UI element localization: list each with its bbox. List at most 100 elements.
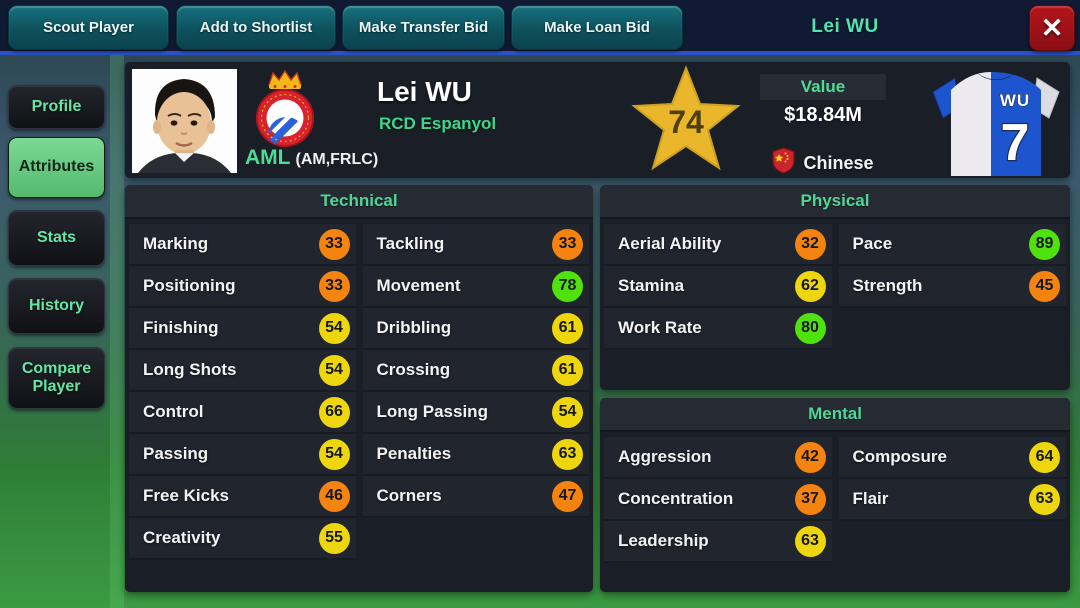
scout-player-button[interactable]: Scout Player: [8, 5, 169, 50]
value-label: Value: [760, 74, 886, 100]
sidebar-item-stats[interactable]: Stats: [8, 210, 105, 266]
attribute-value-badge: 63: [552, 438, 583, 470]
attribute-row: Aerial Ability 32: [604, 224, 832, 266]
club-crest-icon: [251, 68, 319, 148]
attribute-value-badge: 61: [552, 312, 583, 344]
attribute-value-badge: 89: [1029, 228, 1060, 260]
shirt-icon: WU 7: [925, 64, 1067, 178]
sidebar-item-attributes[interactable]: Attributes: [8, 137, 105, 198]
section-header-mental: Mental: [600, 398, 1070, 432]
make-loan-bid-button[interactable]: Make Loan Bid: [511, 5, 683, 50]
make-transfer-bid-button[interactable]: Make Transfer Bid: [342, 5, 505, 50]
attribute-value-badge: 61: [552, 354, 583, 386]
attribute-value-badge: 80: [794, 312, 826, 344]
attribute-label: Marking: [143, 234, 209, 253]
attribute-row: Creativity 55: [129, 518, 356, 560]
attribute-row: Strength 45: [838, 266, 1066, 308]
attribute-row: Control 66: [129, 392, 356, 434]
attribute-row: Marking 33: [129, 224, 356, 266]
close-icon: ✕: [1040, 12, 1064, 43]
attribute-label: Dribbling: [376, 318, 452, 337]
star-rating-icon: 74: [630, 64, 742, 176]
nationality-flag-icon: [772, 147, 796, 178]
sidebar-item-compare-player[interactable]: Compare Player: [8, 347, 105, 409]
attribute-label: Corners: [376, 486, 442, 505]
attribute-value-badge: 42: [794, 441, 826, 473]
attribute-label: Pace: [852, 234, 893, 253]
attribute-row: Pace 89: [838, 224, 1066, 266]
physical-right-column: Pace 89 Strength 45: [838, 224, 1066, 350]
top-bar: Scout Player Add to Shortlist Make Trans…: [0, 0, 1080, 55]
value-box: Value $18.84M: [760, 74, 886, 127]
attribute-label: Positioning: [143, 276, 236, 295]
attribute-value-badge: 32: [794, 228, 826, 260]
attribute-value-badge: 78: [552, 270, 583, 302]
attribute-row: Passing 54: [129, 434, 356, 476]
attribute-value-badge: 54: [552, 396, 583, 428]
close-button[interactable]: ✕: [1029, 5, 1075, 51]
attribute-value-badge: 66: [318, 396, 350, 428]
sidebar-item-profile[interactable]: Profile: [8, 85, 105, 129]
attribute-row: Composure 64: [838, 437, 1066, 479]
mental-left-column: Aggression 42 Concentration 37 Leadership 63: [604, 437, 832, 563]
attribute-value-badge: 64: [1029, 441, 1060, 473]
technical-left-column: Marking 33 Positioning 33 Finishing 54 Long Sh…: [129, 224, 356, 560]
attribute-label: Movement: [376, 276, 461, 295]
section-header-physical: Physical: [600, 185, 1070, 219]
player-club: RCD Espanyol: [379, 114, 497, 133]
physical-left-column: Aerial Ability 32 Stamina 62 Work Rate 80: [604, 224, 832, 350]
technical-section: Technical Marking 33 Positioning 33 Finishin…: [125, 185, 593, 592]
attribute-value-badge: 63: [794, 525, 826, 557]
attribute-row: Dribbling 61: [362, 308, 589, 350]
attribute-row: Flair 63: [838, 479, 1066, 521]
attribute-label: Long Shots: [143, 360, 237, 379]
position-code: AML: [245, 146, 291, 169]
player-position: AML (AM,FRLC): [245, 146, 378, 170]
attribute-value-badge: 54: [318, 354, 350, 386]
attribute-row: Crossing 61: [362, 350, 589, 392]
attribute-label: Strength: [852, 276, 923, 295]
attribute-value-badge: 54: [318, 312, 350, 344]
attribute-label: Creativity: [143, 528, 221, 547]
attribute-label: Passing: [143, 444, 209, 463]
attribute-row: Free Kicks 46: [129, 476, 356, 518]
attribute-row: Penalties 63: [362, 434, 589, 476]
technical-right-column: Tackling 33 Movement 78 Dribbling 61 Crossing 6…: [362, 224, 589, 560]
attribute-row: Aggression 42: [604, 437, 832, 479]
attribute-value-badge: 33: [318, 228, 350, 260]
attribute-value-badge: 46: [318, 480, 350, 512]
attribute-row: Stamina 62: [604, 266, 832, 308]
attribute-label: Leadership: [618, 531, 709, 550]
physical-section: Physical Aerial Ability 32 Stamina 62 Work R…: [600, 185, 1070, 390]
attribute-row: Movement 78: [362, 266, 589, 308]
value-amount: $18.84M: [784, 104, 862, 126]
window-title: Lei WU: [811, 16, 879, 37]
attribute-value-badge: 63: [1029, 483, 1060, 515]
attribute-label: Penalties: [376, 444, 452, 463]
shirt-number: 7: [1001, 114, 1030, 172]
attribute-value-badge: 45: [1029, 270, 1060, 302]
attribute-label: Crossing: [376, 360, 451, 379]
attribute-value-badge: 62: [794, 270, 826, 302]
player-rating: 74: [668, 104, 704, 140]
sidebar-item-history[interactable]: History: [8, 278, 105, 334]
attribute-label: Free Kicks: [143, 486, 229, 505]
attribute-row: Corners 47: [362, 476, 589, 518]
attribute-label: Aggression: [618, 447, 712, 466]
attribute-row: Tackling 33: [362, 224, 589, 266]
attribute-label: Composure: [852, 447, 947, 466]
attribute-row: Leadership 63: [604, 521, 832, 563]
attribute-value-badge: 47: [552, 480, 583, 512]
attribute-value-badge: 54: [318, 438, 350, 470]
attribute-label: Aerial Ability: [618, 234, 722, 253]
attribute-row: Concentration 37: [604, 479, 832, 521]
attribute-label: Finishing: [143, 318, 219, 337]
attribute-row: Work Rate 80: [604, 308, 832, 350]
attribute-label: Stamina: [618, 276, 685, 295]
add-to-shortlist-button[interactable]: Add to Shortlist: [176, 5, 336, 50]
attribute-value-badge: 33: [552, 228, 583, 260]
mental-right-column: Composure 64 Flair 63: [838, 437, 1066, 563]
attribute-value-badge: 55: [318, 522, 350, 554]
attribute-value-badge: 37: [794, 483, 826, 515]
position-detail: (AM,FRLC): [295, 151, 379, 168]
